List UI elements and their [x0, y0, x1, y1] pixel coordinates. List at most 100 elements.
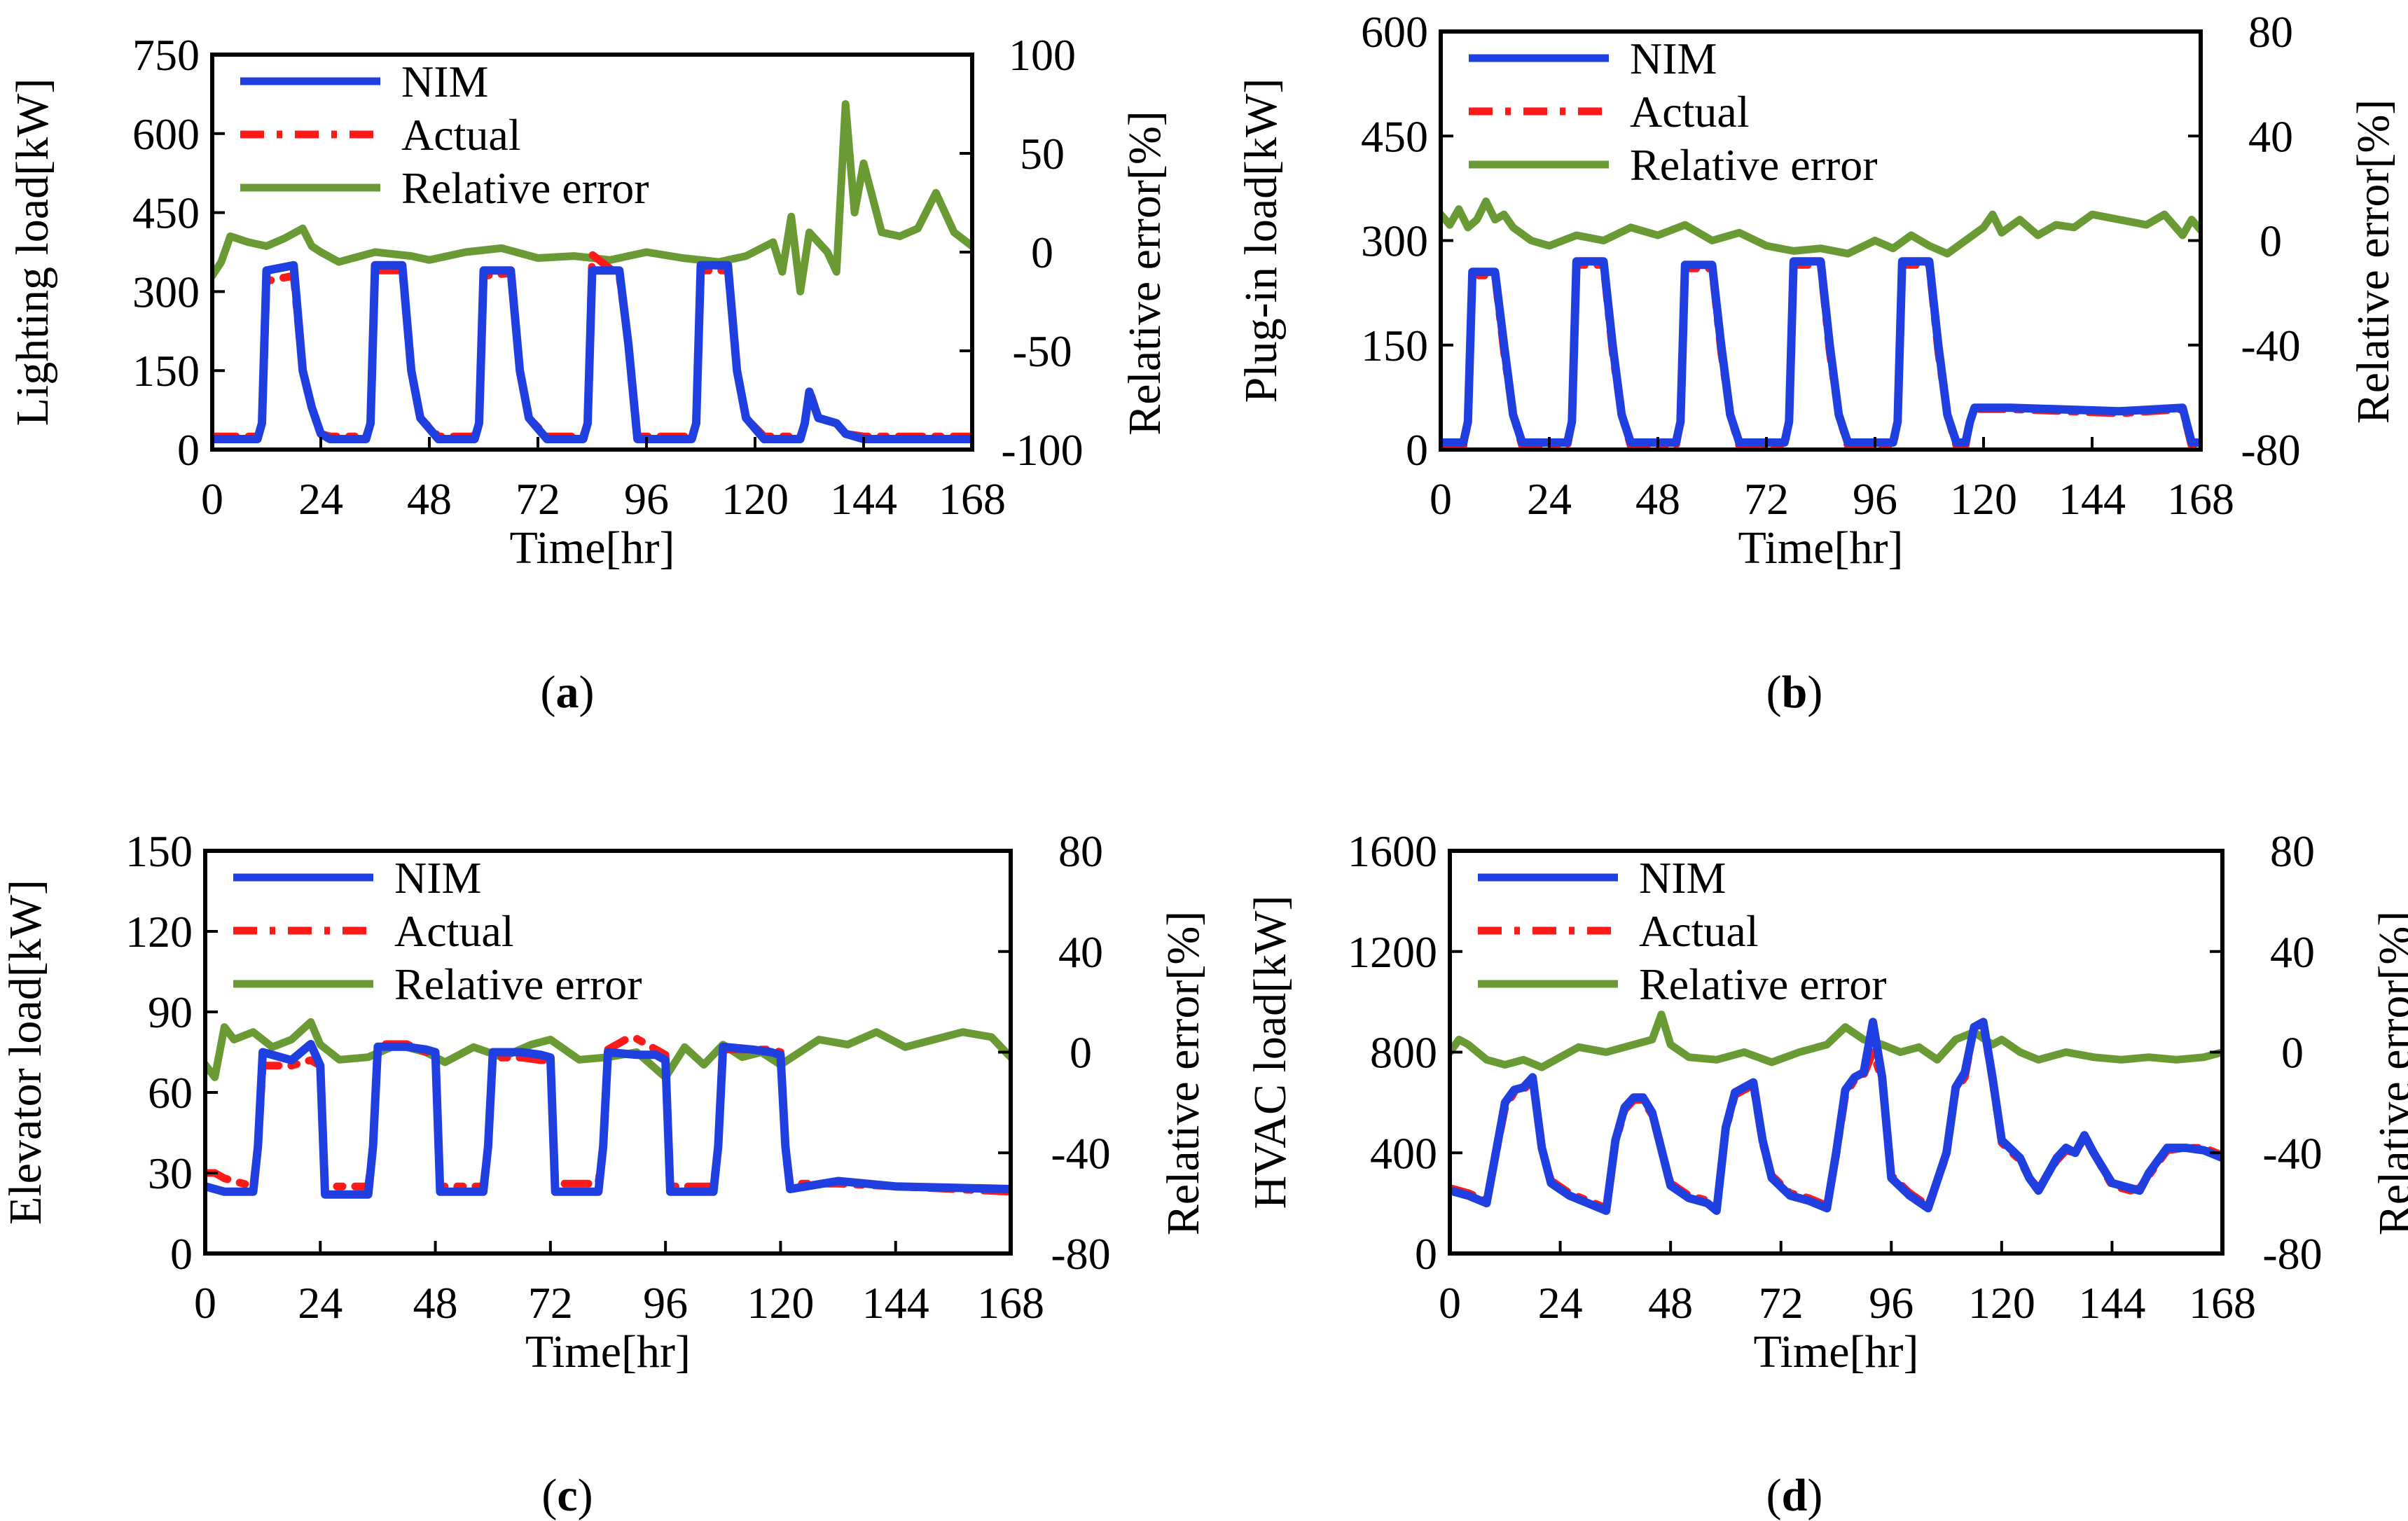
- x-axis-label: Time[hr]: [1738, 522, 1904, 574]
- legend-actual-label: Actual: [394, 906, 514, 956]
- legend-relative-error-label: Relative error: [1630, 140, 1878, 190]
- plot-area: [1441, 197, 2201, 450]
- panel-caption: (a): [541, 667, 595, 718]
- y-tick-label: 0: [1415, 1229, 1437, 1279]
- x-tick-label: 72: [528, 1278, 573, 1328]
- y-axis-label: Lighting load[kW]: [7, 78, 58, 426]
- y-tick-label: 120: [125, 907, 193, 957]
- x-tick-label: 96: [643, 1278, 688, 1328]
- x-axis-label: Time[hr]: [1754, 1326, 1919, 1377]
- y2-tick-label: 80: [1058, 826, 1103, 876]
- y2-tick-label: -80: [1051, 1229, 1110, 1279]
- x-tick-label: 144: [2078, 1278, 2145, 1328]
- y-tick-label: 0: [177, 425, 200, 475]
- x-tick-label: 24: [298, 1278, 342, 1328]
- x-tick-label: 168: [977, 1278, 1044, 1328]
- series-line-relative-error: [1441, 197, 2201, 258]
- y-tick-label: 450: [1361, 111, 1428, 161]
- y-tick-label: 0: [1406, 425, 1428, 475]
- panel-caption: (d): [1766, 1470, 1823, 1521]
- y2-tick-label: 40: [2248, 111, 2293, 161]
- legend-nim-label: NIM: [1630, 34, 1717, 83]
- x-tick-label: 72: [1744, 474, 1789, 524]
- series-line-nim: [1441, 257, 2201, 447]
- series-line-nim: [1450, 1018, 2222, 1215]
- y-tick-label: 450: [132, 188, 200, 238]
- y-tick-label: 150: [1361, 321, 1428, 370]
- y-tick-label: 400: [1370, 1128, 1437, 1178]
- y2-tick-label: 0: [2281, 1028, 2304, 1078]
- y2-tick-label: 0: [1070, 1028, 1092, 1078]
- y-axis-label: Plug-in load[kW]: [1236, 78, 1287, 403]
- y-axis-label: HVAC load[kW]: [1245, 896, 1296, 1209]
- y-tick-label: 600: [1361, 7, 1428, 57]
- y2-axis-label: Relative error[%]: [2348, 99, 2399, 424]
- x-tick-label: 48: [413, 1278, 458, 1328]
- x-tick-label: 96: [1869, 1278, 1914, 1328]
- plot-area: [205, 1018, 1011, 1199]
- x-tick-label: 0: [201, 474, 223, 524]
- legend-actual-label: Actual: [401, 110, 521, 160]
- x-tick-label: 96: [1853, 474, 1897, 524]
- legend-nim-label: NIM: [394, 853, 481, 903]
- legend-actual-label: Actual: [1639, 906, 1759, 956]
- y-tick-label: 150: [132, 346, 200, 396]
- legend-nim-label: NIM: [401, 57, 488, 106]
- y2-tick-label: -40: [2241, 321, 2300, 370]
- x-tick-label: 120: [747, 1278, 814, 1328]
- y-tick-label: 300: [1361, 216, 1428, 266]
- y-tick-label: 800: [1370, 1028, 1437, 1078]
- y2-axis-label: Relative error[%]: [2369, 911, 2408, 1236]
- y-tick-label: 90: [148, 987, 193, 1037]
- x-tick-label: 48: [407, 474, 452, 524]
- series-line-nim: [212, 261, 972, 443]
- x-tick-label: 0: [1430, 474, 1452, 524]
- y2-tick-label: -40: [1051, 1128, 1110, 1178]
- x-tick-label: 48: [1635, 474, 1680, 524]
- y2-tick-label: 50: [1020, 129, 1065, 179]
- y2-tick-label: 80: [2270, 826, 2315, 876]
- plot-area: [212, 100, 972, 443]
- y-tick-label: 60: [148, 1068, 193, 1118]
- legend-nim-label: NIM: [1639, 853, 1726, 903]
- x-tick-label: 168: [2167, 474, 2234, 524]
- x-tick-label: 24: [1527, 474, 1572, 524]
- y2-tick-label: 0: [2260, 216, 2282, 266]
- chart-panel-c: 0 24 48 72 96 120 144 168 0 30 60 90 120 150 -80 -40 0 40…: [0, 826, 1209, 1521]
- y2-tick-label: 80: [2248, 7, 2293, 57]
- x-tick-label: 72: [515, 474, 560, 524]
- panel-caption: (b): [1766, 667, 1823, 718]
- x-tick-label: 24: [1538, 1278, 1583, 1328]
- x-tick-label: 24: [298, 474, 343, 524]
- x-axis-label: Time[hr]: [510, 522, 675, 574]
- chart-panel-a: 0 24 48 72 96 120 144 168 0 150 300 450 600 750 -100 -5…: [7, 30, 1170, 718]
- series-line-relative-error: [1450, 1010, 2222, 1071]
- x-tick-label: 120: [721, 474, 789, 524]
- legend-relative-error-label: Relative error: [401, 163, 649, 213]
- y2-tick-label: -80: [2262, 1229, 2322, 1279]
- x-tick-label: 48: [1648, 1278, 1693, 1328]
- x-tick-label: 144: [2058, 474, 2126, 524]
- y2-tick-label: 40: [1058, 927, 1103, 977]
- x-tick-label: 0: [1439, 1278, 1461, 1328]
- plot-area: [1450, 1010, 2222, 1215]
- chart-panel-d: 0 24 48 72 96 120 144 168 0 400 800 1200 1600 -80 -40 0…: [1245, 826, 2408, 1521]
- x-tick-label: 144: [862, 1278, 929, 1328]
- legend-actual-label: Actual: [1630, 87, 1750, 137]
- y2-tick-label: 0: [1031, 228, 1053, 277]
- y-tick-label: 750: [132, 30, 200, 80]
- y2-tick-label: -40: [2262, 1128, 2322, 1178]
- y-tick-label: 0: [170, 1229, 193, 1279]
- y-tick-label: 150: [125, 826, 193, 876]
- panel-caption: (c): [541, 1470, 593, 1521]
- y2-axis-label: Relative error[%]: [1119, 111, 1170, 436]
- y-tick-label: 30: [148, 1148, 193, 1198]
- y2-axis-label: Relative error[%]: [1158, 911, 1209, 1236]
- y2-tick-label: -100: [1001, 425, 1083, 475]
- y2-tick-label: -50: [1012, 326, 1072, 376]
- x-tick-label: 144: [830, 474, 897, 524]
